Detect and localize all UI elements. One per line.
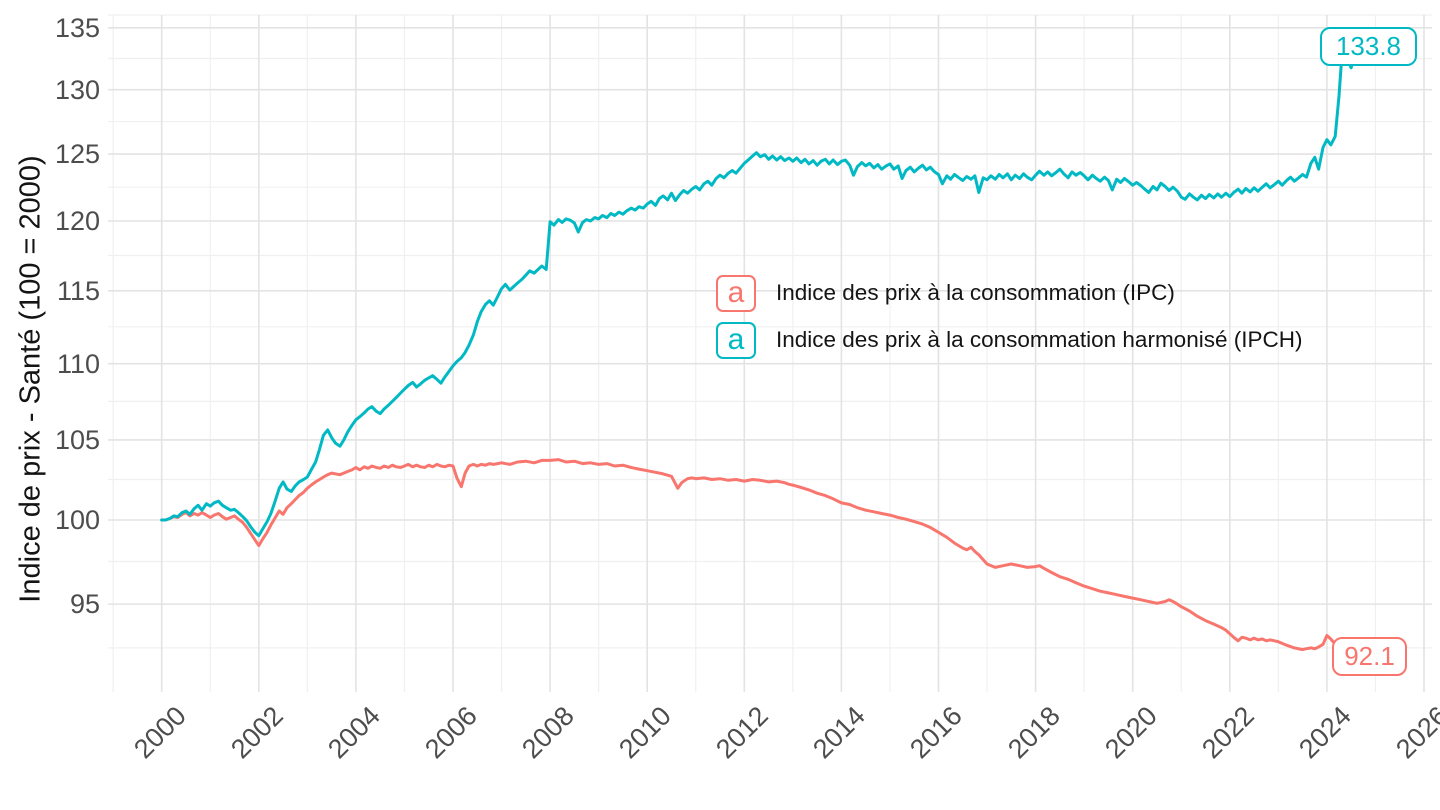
y-tick-label: 135: [54, 12, 100, 43]
ipch-line: [160, 39, 1365, 538]
legend-label-ipc: Indice des prix à la consommation (IPC): [776, 280, 1175, 305]
y-tick-label: 120: [54, 205, 100, 236]
legend-key-glyph: a: [727, 276, 745, 309]
y-tick-label: 95: [69, 589, 100, 620]
y-tick-label: 130: [54, 74, 100, 105]
end-value-label-ipc: 92.1: [1332, 637, 1407, 676]
ipc-line: [160, 458, 1365, 657]
legend-key-ipch: a: [716, 321, 756, 359]
legend-entry-ipc: a Indice des prix à la consommation (IPC…: [716, 274, 1175, 312]
y-tick-label: 105: [54, 424, 100, 455]
y-tick-label: 100: [54, 505, 100, 535]
y-tick-label: 115: [56, 275, 100, 306]
legend-entry-ipch: a Indice des prix à la consommation harm…: [716, 321, 1302, 359]
legend-key-ipc: a: [716, 274, 756, 312]
y-tick-label: 125: [54, 139, 100, 170]
y-tick-label: 110: [56, 348, 100, 379]
legend-key-glyph: a: [727, 323, 745, 356]
end-value-label-ipch: 133.8: [1320, 27, 1417, 66]
legend-label-ipch: Indice des prix à la consommation harmon…: [776, 327, 1303, 352]
